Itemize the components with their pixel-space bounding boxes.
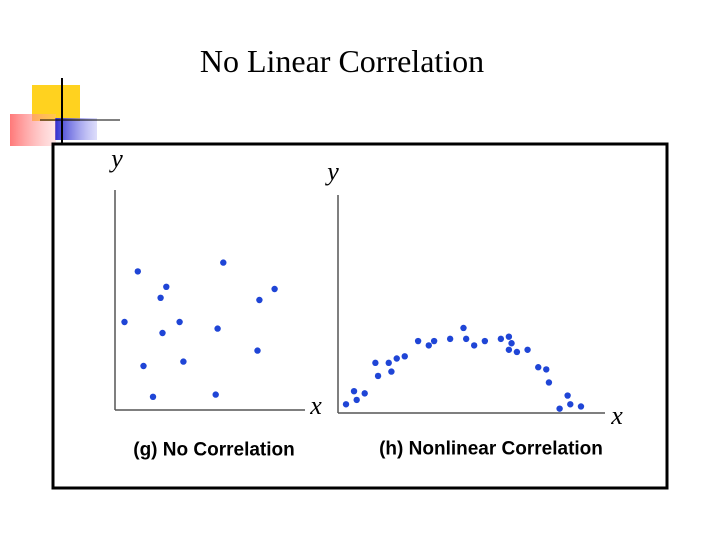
point [545,379,553,386]
point [254,347,261,354]
point [121,318,128,326]
point [470,342,478,349]
point [505,333,513,340]
point [180,358,187,365]
point [212,391,219,398]
point [460,324,467,332]
point [374,372,382,380]
point [462,335,470,343]
point [564,392,571,399]
point [481,337,489,345]
chart-caption: (h) Nonlinear Correlation [379,439,603,460]
point [220,259,227,266]
point [513,348,521,356]
point [393,355,400,362]
point [353,396,360,404]
point [385,359,392,367]
point [446,335,454,343]
point [577,403,585,410]
point [176,318,183,326]
point [497,335,505,343]
point [271,285,278,293]
slide-title: No Linear Correlation [200,43,484,79]
point [256,296,263,304]
point [535,364,542,371]
point [543,366,550,373]
x-axis-label: x [309,391,322,420]
point [350,388,358,395]
point [388,368,395,375]
point [163,283,170,290]
point [149,393,157,400]
point [414,337,422,345]
point [342,401,350,408]
point [508,340,515,347]
point [134,268,141,275]
y-axis-label: y [108,144,123,173]
point [556,405,563,412]
point [524,346,531,353]
x-axis-label: x [610,401,623,430]
deco-red [10,114,56,146]
frame [51,142,669,490]
point [372,359,379,367]
point [401,353,408,360]
chart-caption: (g) No Correlation [133,440,295,461]
point [567,401,574,408]
point [425,342,432,349]
y-axis-label: y [324,157,339,186]
point [159,329,166,337]
point [140,362,147,370]
point [505,346,513,353]
point [430,337,438,345]
point [361,390,368,397]
deco-blue [55,118,97,140]
point [157,294,164,301]
point [214,325,221,332]
